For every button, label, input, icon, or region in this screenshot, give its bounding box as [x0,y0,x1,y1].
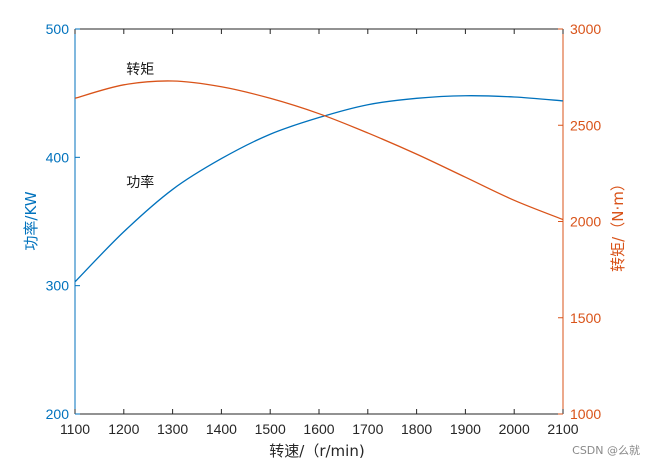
x-tick-label: 1700 [352,421,383,437]
y-right-tick-label: 2000 [570,214,601,230]
series-layer [74,80,564,283]
y-left-tick-label: 300 [46,278,70,294]
x-tick-label: 1200 [108,421,139,437]
y-right-tick-label: 1000 [570,406,601,422]
annotation-label: 转矩 [126,62,154,78]
y-left-tick-label: 400 [46,149,70,165]
y-left-axis-ticks: 200 300 400 500 [46,21,80,422]
x-tick-label: 1500 [255,421,286,437]
x-axis-title: 转速/（r/min) [269,442,364,460]
x-tick-label: 1300 [157,421,188,437]
y-left-tick-label: 500 [46,21,70,37]
y-left-axis-title: 功率/KW [22,191,40,250]
y-left-tick-label: 200 [46,406,70,422]
series-line-power [74,95,564,283]
watermark: CSDN @么就 [572,443,640,457]
x-axis-ticks: 1100 1200 1300 1400 1500 1600 1700 1800 1900 2000… [60,29,579,437]
x-tick-label: 2000 [499,421,530,437]
x-tick-label: 1600 [303,421,334,437]
annotation-label: 功率 [126,174,154,191]
y-right-axis-title: 转矩/（N·m） [609,176,627,272]
series-line-torque [74,80,564,221]
x-tick-label: 1400 [206,421,237,437]
x-tick-label: 2100 [547,421,578,437]
y-right-tick-label: 1500 [570,310,601,326]
y-right-tick-label: 3000 [570,21,601,37]
y-right-axis-ticks: 1000 1500 2000 2500 3000 [558,21,601,422]
x-tick-label: 1900 [450,421,481,437]
x-tick-label: 1800 [401,421,432,437]
plot-frame [74,28,564,415]
x-tick-label: 1100 [60,421,90,437]
y-right-tick-label: 2500 [570,117,601,133]
